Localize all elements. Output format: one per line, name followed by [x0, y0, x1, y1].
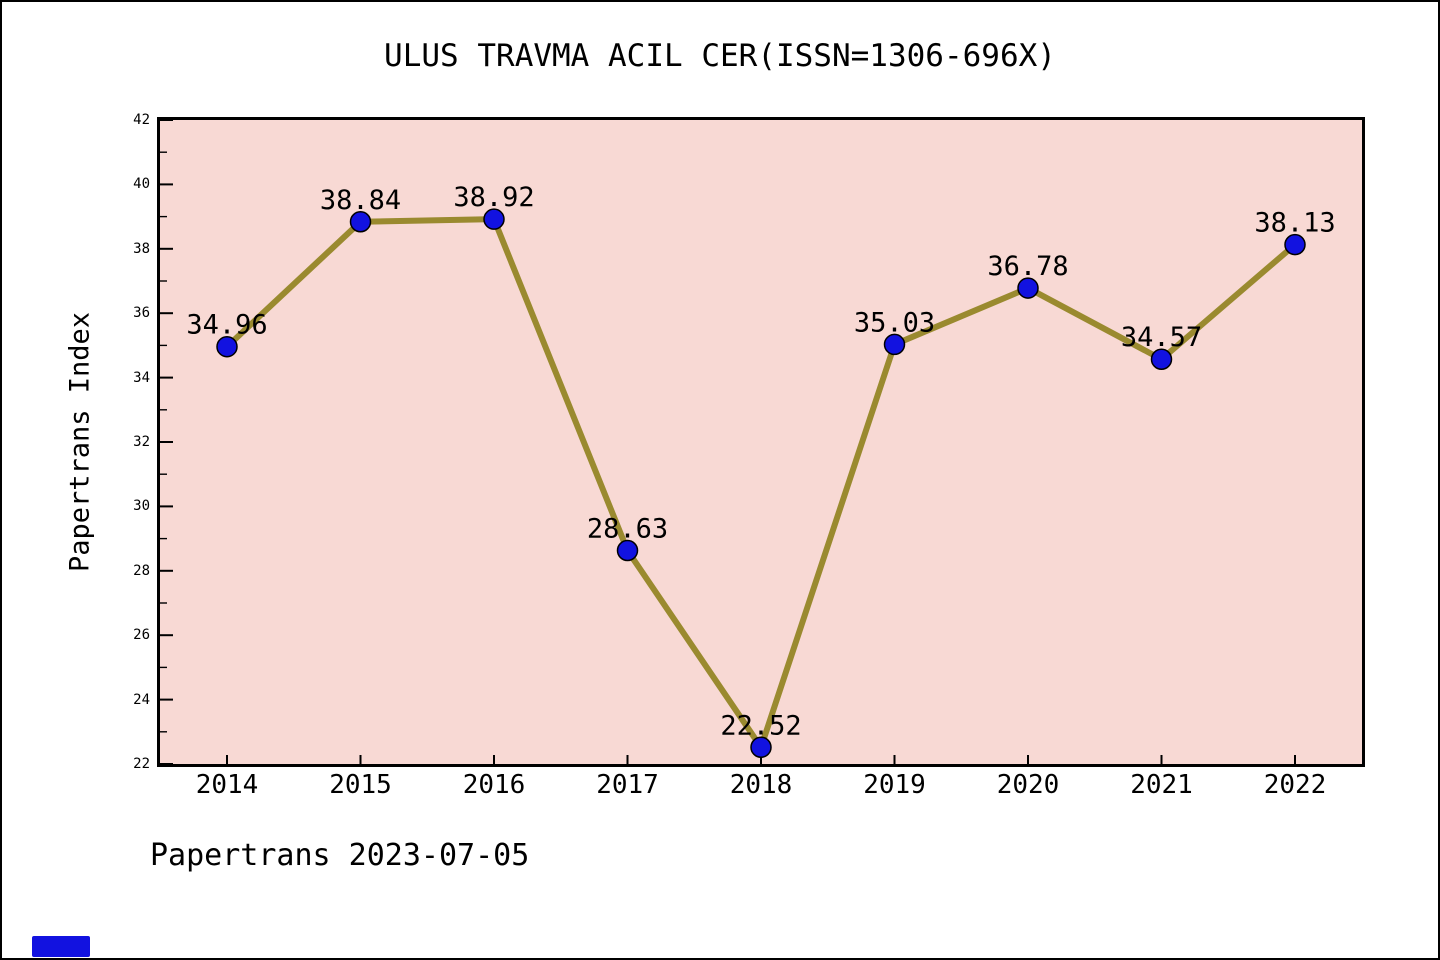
data-point-marker [616, 539, 639, 562]
y-tick-label: 42 [133, 112, 150, 128]
data-point-label: 35.03 [854, 307, 935, 338]
data-point-marker [1017, 277, 1039, 299]
corner-badge [32, 936, 90, 957]
y-tick-label: 32 [133, 434, 150, 450]
data-point-label: 22.52 [720, 710, 801, 741]
line-series [224, 216, 1298, 751]
y-tick-label: 34 [133, 369, 150, 386]
x-tick-label: 2017 [596, 770, 659, 800]
data-point-label: 28.63 [587, 514, 668, 545]
y-tick-label: 26 [133, 627, 150, 644]
plot-area: 34.96 38.84 38.92 28.63 22.52 35.03 36.78 34.57… [157, 117, 1365, 767]
y-tick-label: 24 [133, 691, 150, 708]
data-point-label: 34.96 [186, 310, 267, 341]
x-tick-label: 2018 [729, 770, 793, 800]
data-point-label: 38.84 [320, 185, 401, 216]
data-point-marker [349, 211, 372, 233]
data-point-label: 34.57 [1121, 322, 1202, 353]
data-point-marker [883, 333, 906, 356]
data-point-marker [750, 736, 772, 759]
y-tick-label: 40 [133, 176, 150, 193]
y-tick-label: 36 [133, 305, 150, 322]
x-tick-label: 2022 [1263, 770, 1327, 800]
data-point-marker [483, 208, 505, 230]
x-tick-label: 2021 [1130, 770, 1193, 800]
x-tick-label: 2015 [329, 770, 392, 800]
y-tick-label: 28 [133, 562, 150, 579]
y-tick-label: 38 [133, 240, 150, 257]
data-point-marker [216, 335, 238, 358]
footer-text: Papertrans 2023-07-05 [150, 838, 530, 873]
data-point-marker [1150, 348, 1173, 370]
data-point-marker [1284, 233, 1306, 256]
x-tick-label: 2016 [462, 770, 526, 800]
data-point-label: 36.78 [987, 251, 1068, 282]
y-tick-label: 22 [133, 756, 150, 772]
x-tick-label: 2014 [195, 770, 259, 800]
x-tick-label: 2020 [996, 770, 1060, 800]
x-tick-label: 2019 [863, 770, 926, 800]
chart-title: ULUS TRAVMA ACIL CER(ISSN=1306-696X) [384, 38, 1056, 74]
data-point-label: 38.92 [453, 182, 534, 213]
data-point-label: 38.13 [1254, 208, 1335, 239]
y-tick-label: 30 [133, 498, 150, 515]
line-chart-canvas: 34.96 38.84 38.92 28.63 22.52 35.03 36.78 34.57… [160, 119, 1336, 765]
